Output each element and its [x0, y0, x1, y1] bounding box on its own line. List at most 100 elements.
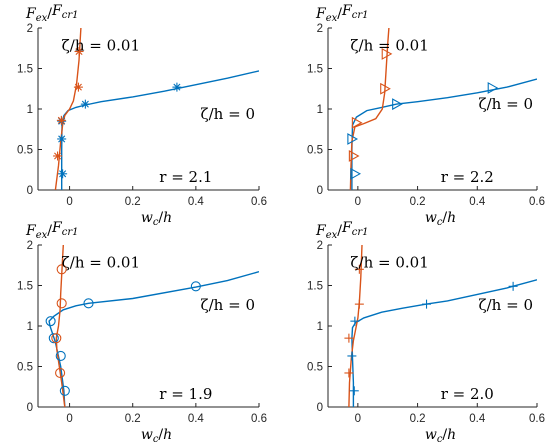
- parameter-r-label: r = 2.1: [159, 168, 212, 186]
- data-point-orange: [53, 151, 63, 161]
- series-label-orange: ζ/h = 0.01: [350, 254, 428, 272]
- y-tick-label: 1: [317, 104, 323, 116]
- data-point-orange: [354, 264, 364, 274]
- y-tick-label: 1: [27, 321, 33, 333]
- y-axis-label: Fex/Fcr1: [25, 220, 78, 241]
- data-point-orange: [56, 115, 66, 125]
- y-tick-label: 1: [317, 321, 323, 333]
- data-point-blue: [350, 167, 362, 180]
- y-tick-label: 0: [317, 402, 323, 414]
- x-axis-label: wc/h: [141, 210, 172, 228]
- data-point-orange: [344, 333, 354, 343]
- data-point-orange: [74, 46, 84, 56]
- x-tick-label: 0.4: [188, 413, 205, 425]
- data-point-blue: [48, 333, 59, 344]
- y-tick-label: 1.5: [17, 281, 33, 293]
- parameter-r-label: r = 2.2: [441, 168, 494, 186]
- x-tick-label: 0.6: [251, 413, 267, 425]
- series-line-orange: [348, 245, 363, 407]
- data-point-orange: [344, 368, 354, 378]
- data-point-blue: [422, 299, 432, 309]
- x-tick-label: 0.2: [125, 413, 141, 425]
- series-label-orange: ζ/h = 0.01: [62, 37, 140, 55]
- series-label-orange: ζ/h = 0.01: [350, 37, 428, 55]
- y-tick-label: 1.5: [17, 64, 33, 76]
- series-label-blue: ζ/h = 0: [201, 105, 256, 123]
- y-axis-label: Fex/Fcr1: [315, 220, 368, 241]
- x-tick-label: 0.6: [529, 196, 545, 208]
- x-tick-label: 0.6: [251, 196, 267, 208]
- data-point-orange: [348, 150, 360, 162]
- y-tick-label: 1.5: [307, 64, 323, 76]
- x-tick-label: 0.4: [188, 196, 205, 208]
- x-tick-label: 0.4: [469, 196, 486, 208]
- x-tick-label: 0.2: [410, 413, 426, 425]
- x-tick-label: 0.6: [529, 413, 545, 425]
- y-tick-label: 0: [27, 402, 33, 414]
- data-point-orange: [73, 82, 83, 92]
- data-point-orange: [380, 82, 391, 95]
- data-point-orange: [56, 298, 67, 309]
- x-axis-label: wc/h: [425, 427, 456, 445]
- series-label-blue: ζ/h = 0: [479, 95, 534, 113]
- y-tick-label: 1.5: [307, 281, 323, 293]
- y-tick-label: 2: [27, 23, 33, 35]
- y-tick-label: 0: [27, 185, 33, 197]
- data-point-blue: [83, 298, 94, 309]
- x-tick-label: 0.2: [125, 196, 141, 208]
- x-axis-label: wc/h: [425, 210, 456, 228]
- data-point-blue: [350, 316, 360, 326]
- data-point-blue: [349, 386, 359, 396]
- series-line-orange: [349, 28, 390, 190]
- y-tick-label: 1: [27, 104, 33, 116]
- data-point-blue: [59, 385, 70, 396]
- x-tick-label: 0: [355, 196, 361, 208]
- data-point-orange: [381, 47, 393, 60]
- data-point-blue: [487, 82, 499, 94]
- x-tick-label: 0.4: [469, 413, 486, 425]
- y-tick-label: 2: [317, 240, 323, 252]
- data-point-orange: [354, 299, 364, 309]
- data-point-blue: [172, 82, 182, 92]
- y-tick-label: 0: [317, 185, 323, 197]
- series-line-orange: [55, 245, 66, 407]
- series-line-blue: [48, 271, 259, 407]
- data-point-orange: [51, 333, 62, 344]
- series-label-orange: ζ/h = 0.01: [62, 254, 140, 272]
- data-point-blue: [58, 169, 68, 179]
- data-point-blue: [392, 98, 403, 111]
- y-tick-label: 0.5: [307, 145, 323, 157]
- data-point-blue: [55, 350, 66, 362]
- series-label-blue: ζ/h = 0: [479, 296, 534, 314]
- x-tick-label: 0: [355, 413, 361, 425]
- x-axis-label: wc/h: [141, 427, 172, 445]
- y-axis-label: Fex/Fcr1: [25, 3, 78, 24]
- data-point-blue: [347, 133, 359, 145]
- data-point-blue: [508, 281, 518, 291]
- parameter-r-label: r = 2.0: [441, 385, 494, 403]
- data-point-blue: [347, 351, 357, 361]
- parameter-r-label: r = 1.9: [159, 385, 212, 403]
- y-tick-label: 0.5: [307, 362, 323, 374]
- y-tick-label: 2: [27, 240, 33, 252]
- y-tick-label: 2: [317, 23, 323, 35]
- x-tick-label: 0.2: [410, 196, 426, 208]
- y-axis-label: Fex/Fcr1: [315, 3, 368, 24]
- x-tick-label: 0: [66, 196, 72, 208]
- data-point-blue: [80, 99, 90, 109]
- y-tick-label: 0.5: [17, 145, 33, 157]
- data-point-orange: [351, 116, 363, 129]
- y-tick-label: 0.5: [17, 362, 33, 374]
- data-point-blue: [45, 316, 56, 327]
- series-label-blue: ζ/h = 0: [201, 296, 256, 314]
- data-point-orange: [55, 367, 66, 379]
- data-point-blue: [190, 281, 201, 292]
- data-point-blue: [57, 134, 67, 144]
- data-point-orange: [56, 264, 67, 275]
- series-line-blue: [351, 78, 537, 190]
